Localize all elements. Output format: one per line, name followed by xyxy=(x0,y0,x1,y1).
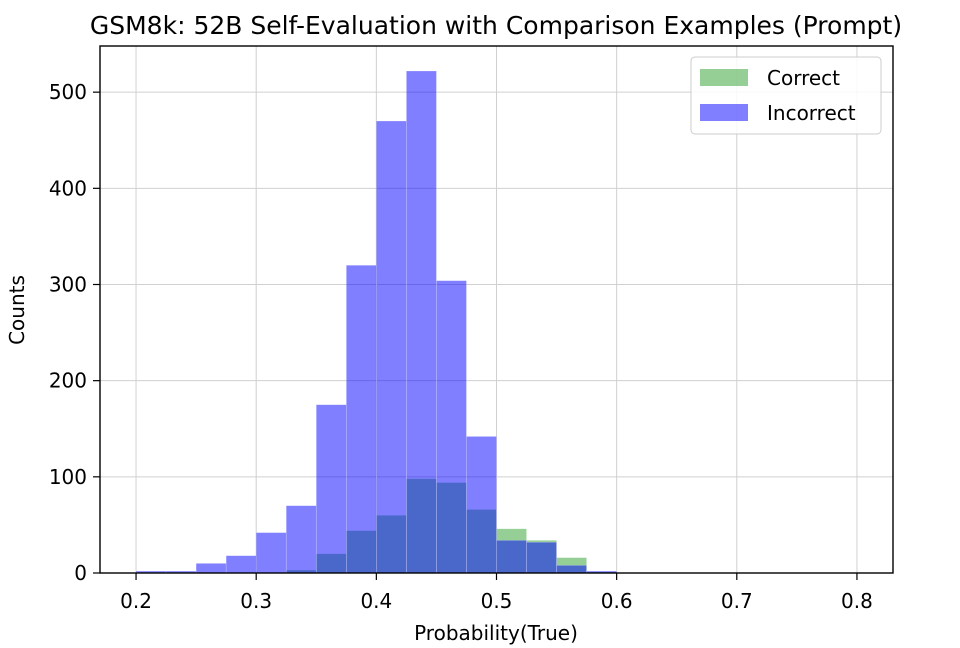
x-tick-label-1: 0.3 xyxy=(240,589,272,613)
bar-incorrect-6 xyxy=(315,404,347,574)
x-tick-label-3: 0.5 xyxy=(481,589,513,613)
legend: Correct Incorrect xyxy=(690,56,882,135)
bar-incorrect-5 xyxy=(285,505,317,574)
bars-group xyxy=(135,70,617,574)
bar-incorrect-13 xyxy=(526,541,557,574)
y-tick-label-0: 0 xyxy=(74,561,87,585)
bar-incorrect-7 xyxy=(346,264,377,574)
y-tick-label-1: 100 xyxy=(49,465,87,489)
chart-title: GSM8k: 52B Self-Evaluation with Comparis… xyxy=(90,11,902,40)
x-tick-label-5: 0.7 xyxy=(721,589,753,613)
legend-label-incorrect: Incorrect xyxy=(767,101,856,125)
x-tick-label-2: 0.4 xyxy=(360,589,392,613)
bar-incorrect-12 xyxy=(496,540,527,574)
y-tick-label-4: 400 xyxy=(49,176,87,200)
y-tick-label-2: 200 xyxy=(49,369,87,393)
bar-incorrect-3 xyxy=(225,555,257,574)
bar-incorrect-9 xyxy=(406,70,437,574)
y-axis-label: Counts xyxy=(5,275,29,345)
bar-incorrect-4 xyxy=(255,532,287,574)
legend-swatch-correct xyxy=(700,69,748,86)
x-tick-label-4: 0.6 xyxy=(601,589,633,613)
bar-incorrect-11 xyxy=(466,436,497,574)
bar-incorrect-10 xyxy=(436,280,467,574)
y-axis-ticks: 0 100 200 300 400 500 xyxy=(49,80,100,585)
y-tick-label-3: 300 xyxy=(49,272,87,296)
legend-swatch-incorrect xyxy=(700,104,748,121)
bar-incorrect-14 xyxy=(556,565,587,574)
x-tick-label-6: 0.8 xyxy=(841,589,873,613)
bar-incorrect-8 xyxy=(376,120,407,574)
legend-label-correct: Correct xyxy=(767,66,840,90)
x-axis-label: Probability(True) xyxy=(414,621,578,645)
x-axis-ticks: 0.2 0.3 0.4 0.5 0.6 0.7 0.8 xyxy=(120,573,873,613)
x-tick-label-0: 0.2 xyxy=(120,589,152,613)
y-tick-label-5: 500 xyxy=(49,80,87,104)
bar-incorrect-2 xyxy=(195,563,227,574)
